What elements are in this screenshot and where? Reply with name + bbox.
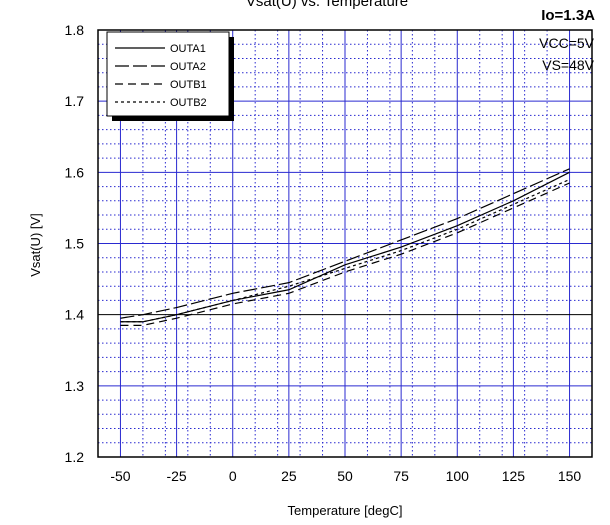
x-tick-label: 75 xyxy=(393,468,409,484)
legend-label-outb1: OUTB1 xyxy=(170,79,207,91)
y-axis-label: Vsat(U) [V] xyxy=(28,213,43,277)
legend-label-outa2: OUTA2 xyxy=(170,61,206,73)
y-tick-label: 1.7 xyxy=(65,93,85,109)
y-tick-label: 1.2 xyxy=(65,449,85,465)
y-tick-label: 1.6 xyxy=(65,164,85,180)
legend-label-outa1: OUTA1 xyxy=(170,43,206,55)
x-tick-label: 25 xyxy=(281,468,297,484)
grid-major xyxy=(98,29,592,458)
series-line-outb1 xyxy=(120,182,570,326)
series-line-outa1 xyxy=(120,171,570,323)
y-tick-label: 1.5 xyxy=(65,236,85,252)
series-layer xyxy=(120,168,570,326)
series-line-outa2 xyxy=(120,168,570,319)
y-tick-label: 1.3 xyxy=(65,378,85,394)
x-tick-label: -25 xyxy=(166,468,186,484)
x-tick-label: 125 xyxy=(502,468,526,484)
legend: OUTA1 OUTA2 OUTB1 OUTB2 xyxy=(106,31,234,121)
x-tick-label: 50 xyxy=(337,468,353,484)
vcc-annotation: VCC=5V xyxy=(539,35,595,51)
y-tick-label: 1.8 xyxy=(65,22,85,38)
legend-label-outb2: OUTB2 xyxy=(170,97,207,109)
y-tick-label: 1.4 xyxy=(65,307,85,323)
x-tick-label: 150 xyxy=(558,468,582,484)
plot-frame xyxy=(97,29,593,458)
x-tick-label: -50 xyxy=(110,468,130,484)
vs-annotation: VS=48V xyxy=(542,57,594,73)
current-annotation: Io=1.3A xyxy=(541,7,595,24)
x-tick-labels: -50 -25 0 25 50 75 100 125 150 xyxy=(110,468,581,484)
x-axis-label: Temperature [degC] xyxy=(288,503,403,518)
x-tick-label: 0 xyxy=(229,468,237,484)
y-tick-labels: 1.2 1.3 1.4 1.5 1.6 1.7 1.8 xyxy=(65,22,85,465)
legend-box xyxy=(106,31,230,117)
x-tick-label: 100 xyxy=(446,468,470,484)
chart-title: Vsat(U) vs. Temperature xyxy=(246,0,408,10)
